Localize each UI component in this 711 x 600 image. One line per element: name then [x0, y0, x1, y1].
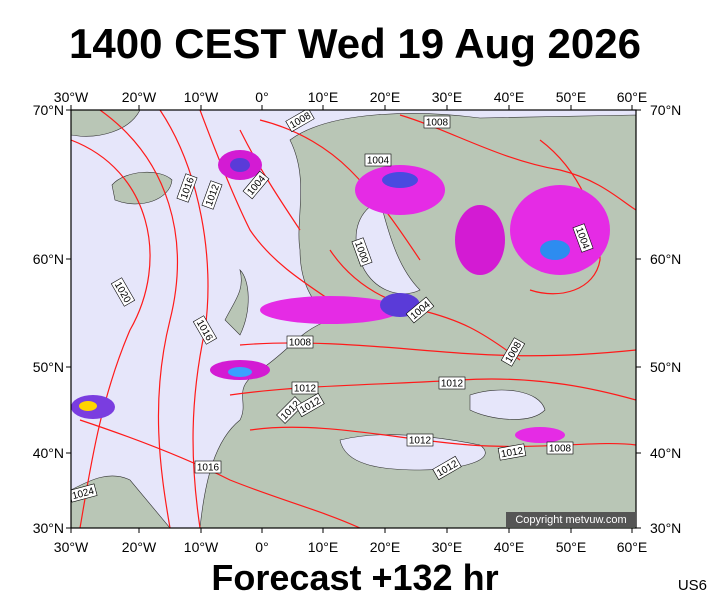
lon-label-bottom: 40°E: [494, 539, 525, 555]
lon-label-bottom: 50°E: [556, 539, 587, 555]
graticule-labels: 30°W 30°W 20°W 20°W 10°W 10°W 0° 0° 10°E 10°E 20°E…: [33, 89, 682, 555]
isobar-label-box: [351, 237, 373, 267]
isobar-label-box: [572, 223, 594, 253]
isobar-label: 1012: [438, 376, 466, 390]
rain-area: [230, 158, 250, 172]
rain-area: [455, 205, 505, 275]
isobar-label-text: 1008: [426, 118, 449, 129]
lon-label-top: 10°W: [184, 89, 219, 105]
lon-label-top: 60°E: [617, 89, 648, 105]
isobar-label-box: [194, 460, 222, 474]
isobar-label: 1016: [194, 460, 222, 474]
title: 1400 CEST Wed 19 Aug 2026: [69, 20, 641, 67]
lon-label-bottom: 30°W: [54, 539, 89, 555]
rain-area: [510, 185, 610, 275]
lon-label-bottom: 30°E: [432, 539, 463, 555]
rain-area: [355, 165, 445, 215]
isobar-label: 1012: [497, 443, 527, 461]
isobar-label-text: 1008: [289, 338, 312, 349]
isobar-label-box: [201, 180, 223, 210]
isobar-label-box: [285, 110, 315, 133]
lat-label-left: 70°N: [33, 102, 64, 118]
lon-label-top: 30°W: [54, 89, 89, 105]
rain-area: [382, 172, 418, 188]
lon-label-top: 30°E: [432, 89, 463, 105]
isobar-label: 1012: [406, 433, 434, 447]
lon-label-bottom: 0°: [255, 539, 268, 555]
isobar-label: 1012: [291, 381, 319, 395]
lon-label-top: 50°E: [556, 89, 587, 105]
isobar-label-text: 1012: [409, 436, 432, 447]
rain-area: [79, 401, 97, 411]
isobar-label-box: [497, 443, 527, 461]
lon-label-top: 20°E: [370, 89, 401, 105]
lon-label-bottom: 20°E: [370, 539, 401, 555]
rain-area: [540, 240, 570, 260]
rain-area: [228, 367, 252, 377]
isobar-label-box: [276, 396, 304, 424]
lon-label-bottom: 60°E: [617, 539, 648, 555]
rain-area: [260, 296, 400, 324]
isobar-label-box: [406, 433, 434, 447]
isobar-label: 1008: [286, 335, 314, 349]
isobar-label: 1008: [546, 441, 574, 455]
isobar-label-box: [242, 170, 270, 200]
lon-label-top: 20°W: [122, 89, 157, 105]
isobar-label-box: [546, 441, 574, 455]
lat-label-right: 70°N: [650, 102, 681, 118]
isobar-label-box: [295, 392, 325, 418]
lat-label-right: 60°N: [650, 251, 681, 267]
isobar-label-text: 1012: [500, 446, 524, 461]
isobar-label: 1008: [423, 115, 451, 129]
lon-label-top: 40°E: [494, 89, 525, 105]
lon-label-bottom: 20°W: [122, 539, 157, 555]
lat-label-right: 40°N: [650, 445, 681, 461]
copyright: Copyright metvuw.com: [515, 514, 626, 526]
lat-label-left: 30°N: [33, 520, 64, 536]
isobar-label-box: [192, 315, 218, 345]
map-frame: [70, 109, 637, 529]
lat-label-left: 50°N: [33, 359, 64, 375]
isobar-label-text: 1012: [441, 379, 464, 390]
lon-label-bottom: 10°E: [308, 539, 339, 555]
isobar-label-box: [423, 115, 451, 129]
lat-label-left: 60°N: [33, 251, 64, 267]
isobar-label-text: 1008: [549, 444, 572, 455]
isobar-label-text: 1012: [294, 384, 317, 395]
isobar-label-box: [500, 337, 526, 367]
lat-label-right: 50°N: [650, 359, 681, 375]
copyright-box: [506, 512, 636, 527]
isobar-label-box: [291, 381, 319, 395]
lon-label-top: 10°E: [308, 89, 339, 105]
isobar-label-box: [110, 277, 136, 307]
isobar-label: 1004: [364, 153, 392, 167]
isobar-label-box: [176, 173, 198, 203]
isobar-label-text: 1016: [197, 463, 220, 474]
rain-area: [515, 427, 565, 443]
isobar-label-box: [438, 376, 466, 390]
isobar-label-box: [286, 335, 314, 349]
lat-label-right: 30°N: [650, 520, 681, 536]
lat-label-left: 40°N: [33, 445, 64, 461]
forecast-label: Forecast +132 hr: [211, 557, 498, 598]
isobar-label-box: [364, 153, 392, 167]
isobar-label-box: [405, 296, 435, 324]
isobar-label: 1000: [351, 237, 373, 267]
isobar-label-box: [71, 483, 98, 503]
lon-label-top: 0°: [255, 89, 268, 105]
model-id: US6: [678, 577, 707, 594]
precipitation: [71, 150, 610, 443]
isobar-label-text: 1004: [367, 156, 390, 167]
isobar-label-box: [432, 455, 462, 481]
lon-label-bottom: 10°W: [184, 539, 219, 555]
